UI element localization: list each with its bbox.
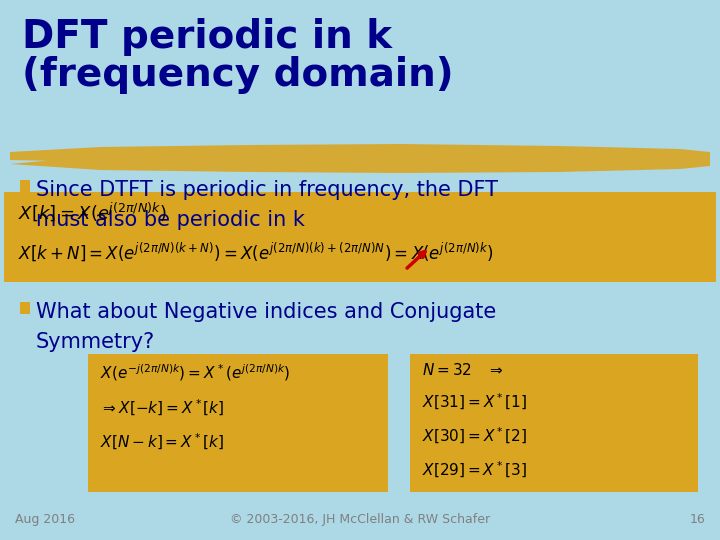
Bar: [20, 302, 30, 314]
Text: 16: 16: [689, 513, 705, 526]
Text: $X[k+N] = X(e^{j(2\pi/N)(k+N)}) = X(e^{j(2\pi/N)(k)+(2\pi/N)N}) = X(e^{j(2\pi/N): $X[k+N] = X(e^{j(2\pi/N)(k+N)}) = X(e^{j…: [18, 240, 494, 263]
Text: $N = 32 \quad \Rightarrow$: $N = 32 \quad \Rightarrow$: [422, 362, 503, 378]
Text: DFT periodic in k: DFT periodic in k: [22, 18, 392, 56]
Text: $X(e^{-j(2\pi/N)k}) = X^*(e^{j(2\pi/N)k})$: $X(e^{-j(2\pi/N)k}) = X^*(e^{j(2\pi/N)k}…: [100, 362, 290, 383]
Bar: [4, 192, 716, 282]
Bar: [410, 354, 698, 492]
Text: What about Negative indices and Conjugate
Symmetry?: What about Negative indices and Conjugat…: [36, 302, 496, 352]
Text: $\Rightarrow X[-k] = X^*[k]$: $\Rightarrow X[-k] = X^*[k]$: [100, 398, 225, 418]
Text: $X[30] = X^*[2]$: $X[30] = X^*[2]$: [422, 426, 527, 446]
Text: $X[31] = X^*[1]$: $X[31] = X^*[1]$: [422, 392, 527, 412]
Text: (frequency domain): (frequency domain): [22, 56, 454, 94]
Text: $X[29] = X^*[3]$: $X[29] = X^*[3]$: [422, 460, 527, 480]
Text: © 2003-2016, JH McClellan & RW Schafer: © 2003-2016, JH McClellan & RW Schafer: [230, 513, 490, 526]
Text: Since DTFT is periodic in frequency, the DFT
must also be periodic in k: Since DTFT is periodic in frequency, the…: [36, 180, 498, 230]
Bar: [20, 180, 30, 192]
Bar: [88, 354, 388, 492]
Text: $X[k] = X(e^{j(2\pi/N)k})$: $X[k] = X(e^{j(2\pi/N)k})$: [18, 200, 167, 222]
Polygon shape: [10, 144, 710, 173]
Text: Aug 2016: Aug 2016: [15, 513, 75, 526]
Text: $X[N-k] = X^*[k]$: $X[N-k] = X^*[k]$: [100, 432, 224, 452]
